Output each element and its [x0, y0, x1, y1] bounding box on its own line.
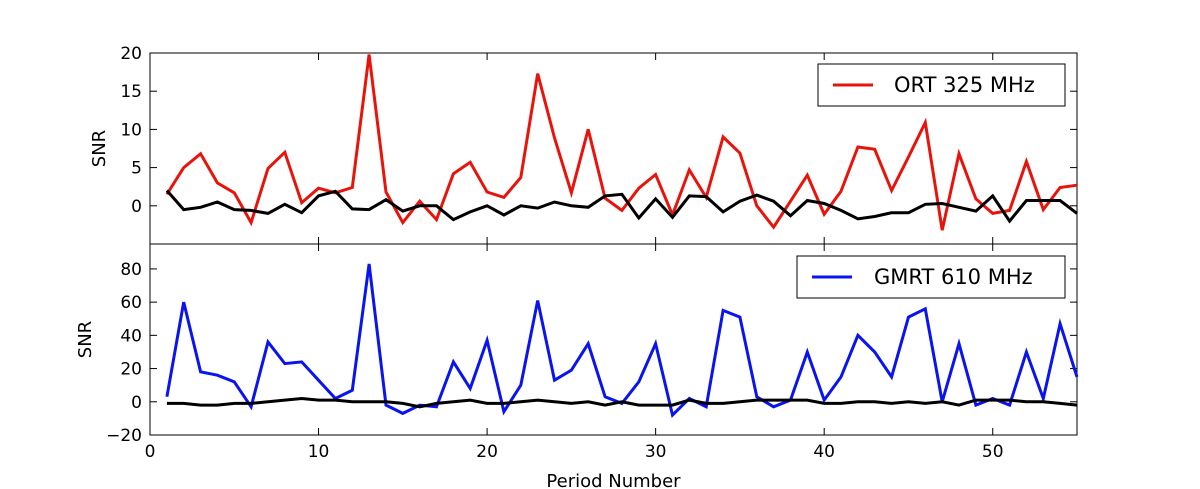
y-tick-label: 20 — [120, 44, 142, 64]
x-tick-label: 30 — [645, 442, 667, 462]
x-tick-label: 20 — [476, 442, 498, 462]
y-tick-label: −20 — [106, 426, 142, 446]
x-tick-label: 10 — [308, 442, 330, 462]
y-tick-label: 0 — [131, 197, 142, 217]
bottom-plot-frame — [149, 243, 1078, 436]
y-tick-label: 5 — [131, 159, 142, 179]
y-tick-label: 15 — [120, 82, 142, 102]
y-tick-label: 0 — [131, 393, 142, 413]
x-tick-label: 0 — [145, 442, 156, 462]
y-tick-label: 60 — [120, 293, 142, 313]
y-tick-label: 40 — [120, 326, 142, 346]
baseline-line-gmrt — [166, 396, 1078, 409]
top-y-axis-label: SNR — [89, 130, 110, 167]
top-legend-label: ORT 325 MHz — [894, 73, 1035, 97]
signal-line-ort — [165, 54, 1078, 231]
x-axis-label: Period Number — [546, 471, 681, 489]
top-legend: ORT 325 MHz — [817, 63, 1066, 107]
x-tick-label: 40 — [813, 442, 835, 462]
y-tick-label: 20 — [120, 360, 142, 380]
baseline-line-ort — [165, 189, 1078, 224]
top-panel-ort-325: 0 5 10 15 20 SNR ORT 325 MHz — [89, 44, 1078, 245]
bottom-legend-label: GMRT 610 MHz — [874, 265, 1033, 289]
bottom-y-axis-label: SNR — [75, 321, 96, 358]
y-tick-label: 10 — [120, 120, 142, 140]
bottom-legend: GMRT 610 MHz — [796, 255, 1066, 299]
signal-line-gmrt — [165, 263, 1079, 419]
x-tick-label: 50 — [982, 442, 1004, 462]
y-tick-label: 80 — [120, 260, 142, 280]
